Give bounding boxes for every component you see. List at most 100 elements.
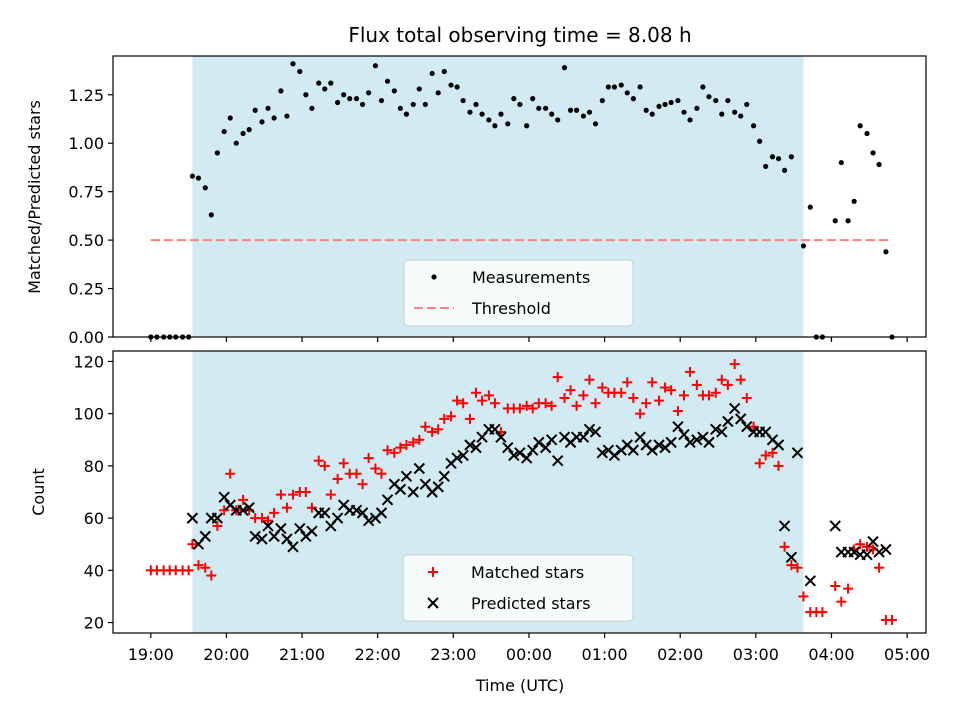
- data-point: [350, 504, 363, 516]
- data-point: [678, 428, 690, 441]
- marker-stroke: [464, 439, 476, 451]
- data-point: [781, 167, 788, 173]
- data-point: [628, 393, 639, 403]
- x-tick-label: 19:00: [128, 645, 174, 664]
- chart-title: Flux total observing time = 8.08 h: [348, 23, 691, 47]
- data-point: [530, 96, 536, 102]
- data-point: [275, 522, 287, 535]
- data-point: [306, 525, 318, 537]
- top-axes-frame: [112, 55, 927, 338]
- data-point: [706, 94, 712, 100]
- data-point: [297, 68, 303, 75]
- data-point: [855, 539, 866, 550]
- data-point: [590, 398, 601, 409]
- data-point: [319, 460, 330, 471]
- data-point: [660, 382, 671, 393]
- data-point: [533, 436, 545, 449]
- data-point: [353, 96, 360, 102]
- marker-stroke: [211, 512, 224, 524]
- data-point: [400, 470, 413, 483]
- data-point: [275, 489, 286, 500]
- x-tick-label: 21:00: [279, 645, 325, 664]
- top-y-tick-label: 1.00: [68, 134, 104, 153]
- data-point: [495, 431, 507, 443]
- data-point: [269, 507, 280, 518]
- data-point: [545, 434, 558, 446]
- marker-stroke: [489, 423, 501, 436]
- data-point: [252, 107, 258, 113]
- x-axis-label: Time (UTC): [475, 676, 564, 695]
- data-point: [208, 212, 214, 218]
- data-point: [886, 614, 897, 625]
- bottom-y-axis-label: Count: [29, 468, 48, 516]
- data-point: [375, 507, 388, 519]
- data-point: [627, 444, 640, 456]
- legend-marker-dot: [431, 274, 437, 280]
- data-point: [470, 441, 482, 454]
- data-point: [477, 395, 488, 406]
- data-point: [672, 406, 683, 417]
- data-point: [246, 127, 252, 133]
- marker-stroke: [691, 434, 703, 446]
- data-point: [845, 218, 851, 224]
- data-point: [514, 403, 525, 414]
- marker-stroke: [741, 421, 753, 433]
- marker-stroke: [804, 575, 816, 587]
- data-point: [775, 156, 782, 162]
- legend-label: Predicted stars: [471, 594, 591, 613]
- data-point: [647, 377, 658, 388]
- top-y-tick-label: 0.75: [68, 183, 104, 202]
- data-point: [637, 84, 643, 90]
- data-point: [779, 541, 790, 552]
- data-point: [687, 117, 693, 123]
- data-point: [578, 390, 589, 401]
- marker-stroke: [759, 426, 772, 438]
- data-point: [483, 390, 494, 401]
- data-point: [691, 434, 703, 446]
- bottom-legend: Matched stars Predicted stars: [402, 554, 634, 622]
- data-point: [479, 111, 485, 117]
- data-point: [791, 447, 804, 459]
- data-point: [741, 393, 752, 403]
- data-point: [763, 163, 769, 170]
- data-point: [738, 113, 744, 119]
- data-point: [502, 441, 514, 454]
- marker-stroke: [356, 507, 369, 519]
- data-point: [429, 70, 435, 77]
- data-point: [703, 436, 715, 449]
- data-point: [212, 520, 223, 531]
- data-point: [725, 97, 731, 104]
- data-point: [654, 395, 665, 406]
- marker-stroke: [829, 520, 841, 532]
- marker-stroke: [880, 543, 892, 556]
- data-point: [668, 99, 674, 106]
- data-point: [694, 105, 700, 111]
- data-point: [363, 453, 374, 464]
- marker-stroke: [256, 533, 268, 545]
- data-point: [665, 436, 677, 449]
- data-point: [294, 522, 306, 535]
- data-point: [303, 92, 309, 98]
- bottom-series-predicted: [186, 402, 892, 587]
- data-point: [750, 123, 757, 129]
- data-point: [397, 105, 403, 111]
- marker-stroke: [646, 444, 658, 456]
- data-point: [263, 515, 274, 526]
- x-tick-label: 03:00: [733, 645, 779, 664]
- data-point: [653, 439, 665, 451]
- x-tick-label: 23:00: [430, 645, 476, 664]
- top-legend: Measurements Threshold: [403, 259, 634, 327]
- data-point: [221, 128, 227, 135]
- data-point: [883, 249, 889, 255]
- data-point: [555, 117, 561, 123]
- data-point: [678, 390, 689, 401]
- data-point: [341, 92, 347, 98]
- data-point: [785, 551, 798, 563]
- data-point: [325, 489, 336, 500]
- legend-label: Threshold: [471, 299, 551, 318]
- marker-stroke: [495, 431, 507, 443]
- top-series-measurements: [148, 61, 895, 340]
- data-point: [351, 468, 362, 479]
- marker-stroke: [451, 452, 463, 464]
- data-point: [464, 413, 475, 424]
